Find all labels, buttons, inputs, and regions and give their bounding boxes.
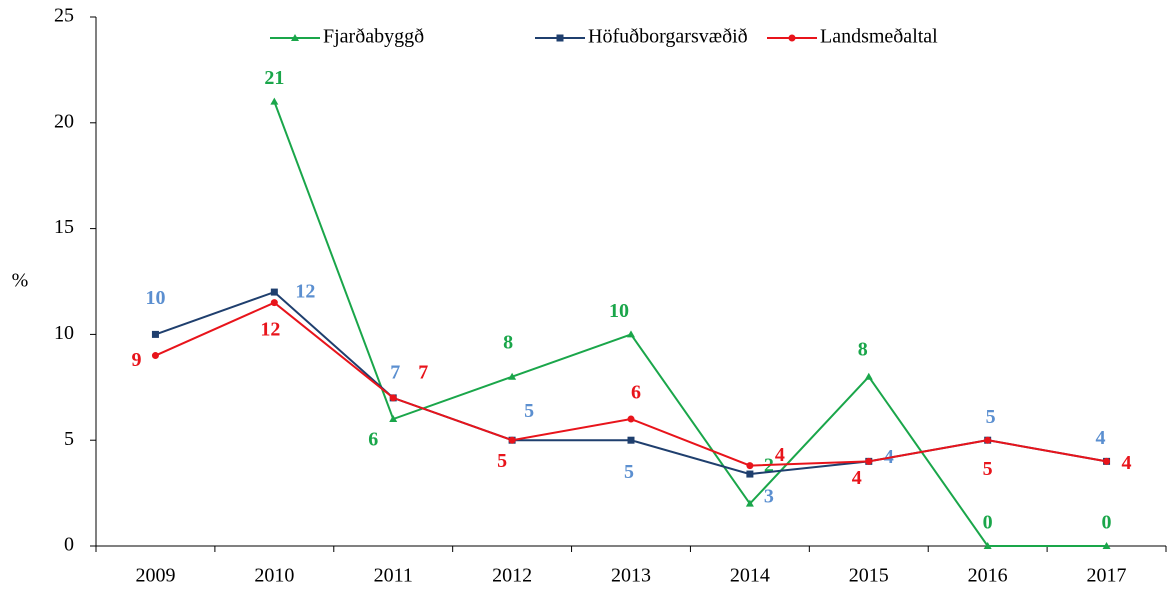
- data-label: 7: [390, 361, 400, 383]
- marker: [746, 462, 754, 470]
- data-label: 5: [624, 461, 634, 483]
- x-tick-label: 2010: [254, 565, 294, 587]
- marker: [270, 288, 278, 296]
- legend-label: Höfuðborgarsvæðið: [588, 26, 748, 48]
- data-label: 4: [775, 444, 785, 466]
- marker: [508, 436, 516, 444]
- data-label: 5: [986, 406, 996, 428]
- marker: [627, 415, 635, 423]
- y-tick-label: 15: [54, 216, 74, 238]
- marker: [389, 394, 397, 402]
- marker: [983, 542, 992, 549]
- marker: [627, 436, 635, 444]
- x-tick-label: 2013: [611, 565, 651, 587]
- data-label: 10: [145, 287, 165, 309]
- y-tick-label: 20: [54, 110, 74, 132]
- x-tick-label: 2012: [492, 565, 532, 587]
- marker: [508, 372, 517, 380]
- data-label: 4: [1122, 452, 1132, 474]
- data-label: 5: [983, 458, 993, 480]
- x-tick-label: 2011: [374, 565, 413, 587]
- y-tick-label: 5: [64, 428, 74, 450]
- x-tick-label: 2017: [1087, 565, 1127, 587]
- marker: [151, 330, 159, 338]
- marker: [556, 34, 564, 42]
- marker: [627, 330, 635, 338]
- marker: [389, 415, 398, 423]
- data-label: 0: [1102, 512, 1112, 534]
- y-tick-label: 25: [54, 5, 74, 27]
- x-tick-label: 2016: [968, 565, 1008, 587]
- data-label: 5: [524, 400, 534, 422]
- marker: [270, 97, 279, 105]
- data-label: 7: [418, 361, 428, 383]
- y-tick-label: 0: [64, 534, 74, 556]
- x-tick-label: 2015: [849, 565, 889, 587]
- marker: [865, 457, 873, 465]
- data-label: 5: [497, 450, 507, 472]
- data-label: 0: [983, 512, 993, 534]
- data-label: 8: [858, 338, 868, 360]
- marker: [745, 499, 754, 507]
- marker: [270, 299, 278, 307]
- data-label: 3: [764, 486, 774, 508]
- marker: [788, 34, 796, 42]
- x-tick-label: 2009: [135, 565, 175, 587]
- data-label: 10: [609, 300, 629, 322]
- marker: [151, 352, 159, 360]
- data-label: 4: [852, 467, 862, 489]
- data-label: 9: [131, 349, 141, 371]
- series-line: [273, 101, 1107, 547]
- data-label: 21: [264, 67, 284, 89]
- marker: [1102, 542, 1111, 549]
- data-label: 12: [260, 318, 280, 340]
- marker: [1103, 457, 1111, 465]
- y-axis-label: %: [12, 270, 29, 292]
- data-label: 6: [368, 429, 378, 451]
- marker: [864, 372, 873, 380]
- x-tick-label: 2014: [730, 565, 770, 587]
- data-label: 6: [631, 382, 641, 404]
- y-tick-label: 10: [54, 322, 74, 344]
- legend-label: Landsmeðaltal: [820, 26, 938, 48]
- legend-label: Fjarðabyggð: [323, 26, 424, 48]
- marker: [746, 470, 754, 478]
- data-label: 12: [295, 281, 315, 303]
- marker: [291, 34, 299, 41]
- marker: [984, 436, 992, 444]
- data-label: 8: [503, 331, 513, 353]
- data-label: 4: [1096, 427, 1106, 449]
